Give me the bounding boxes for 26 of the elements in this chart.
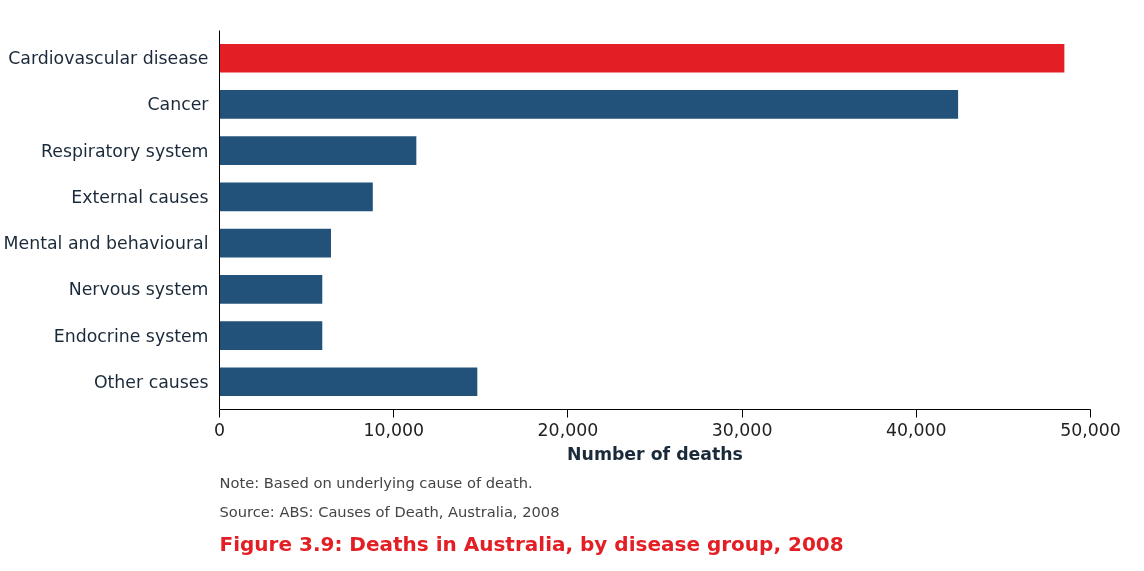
bar xyxy=(219,90,959,119)
x-tick-label: 50,000 xyxy=(1060,419,1121,440)
y-tick-label: Nervous system xyxy=(68,279,209,300)
x-tick-label: 20,000 xyxy=(537,419,599,440)
y-tick-label: Cancer xyxy=(147,94,210,115)
x-tick-label: 0 xyxy=(213,419,226,440)
x-axis-title: Number of deaths xyxy=(567,443,743,464)
y-tick-label: Other causes xyxy=(93,371,209,392)
x-tick-label: 40,000 xyxy=(885,419,947,440)
bar xyxy=(219,182,373,212)
y-tick-label: Endocrine system xyxy=(53,325,209,346)
bar xyxy=(219,275,323,304)
x-tick-label: 10,000 xyxy=(363,419,425,440)
y-tick-label: Mental and behavioural xyxy=(3,233,209,254)
bar xyxy=(219,367,478,397)
bar xyxy=(219,43,1065,73)
bar xyxy=(219,136,417,165)
source-note: Source: ABS: Causes of Death, Australia, 2008 xyxy=(219,502,560,520)
bar xyxy=(219,321,323,350)
text: Figure 3.9: Deaths in Australia, by disease group, 2008 xyxy=(219,531,844,556)
bar xyxy=(219,228,331,258)
y-tick-label: Respiratory system xyxy=(41,140,209,161)
text: Note: Based on underlying cause of death. xyxy=(219,473,533,491)
y-tick-label: External causes xyxy=(71,186,209,207)
x-tick-label: 30,000 xyxy=(711,419,773,440)
y-tick-label: Cardiovascular disease xyxy=(8,48,209,69)
